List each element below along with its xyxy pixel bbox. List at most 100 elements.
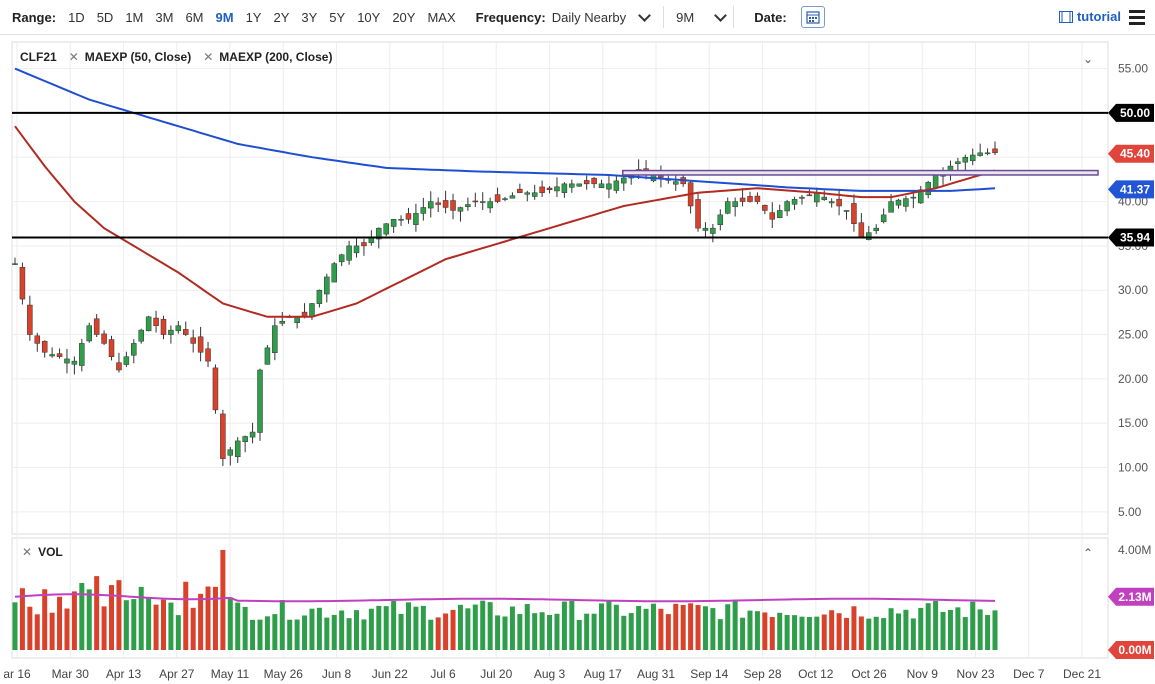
toolbar: Range: 1D 5D 1M 3M 6M 9M 1Y 2Y 3Y 5Y 10Y 20Y MAX Fre… (0, 0, 1155, 35)
x-tick-label: Nov 23 (956, 667, 994, 681)
vol-y-tick: 0.00M (1118, 643, 1151, 657)
candle-up (628, 174, 634, 179)
ma200-label: MAEXP (200, Close) (219, 50, 333, 64)
film-icon (1058, 10, 1073, 23)
range-label: Range: (12, 9, 57, 25)
range-button-20y[interactable]: 20Y (392, 9, 416, 25)
x-tick-label: May 26 (264, 667, 304, 681)
candle-down (34, 335, 41, 344)
price-tag-label: 50.00 (1120, 106, 1150, 120)
candle-up (702, 227, 709, 231)
x-tick-label: Dec 7 (1013, 667, 1045, 681)
frequency-label: Frequency: (475, 9, 546, 25)
x-tick-label: Aug 3 (534, 667, 566, 681)
volume-bar (86, 589, 92, 650)
candle-up (71, 360, 78, 365)
volume-bar (361, 619, 367, 650)
range-button-6m[interactable]: 6M (185, 9, 204, 25)
volume-bar (658, 608, 664, 650)
range-button-1m[interactable]: 1M (125, 9, 144, 25)
range-button-2y[interactable]: 2Y (273, 9, 290, 25)
candle-down (695, 199, 701, 229)
x-tick-label: Aug 31 (637, 667, 675, 681)
volume-bar (450, 609, 456, 650)
volume-bar (435, 617, 441, 650)
volume-bar (829, 610, 835, 650)
volume-bar (702, 606, 708, 650)
volume-bar (695, 605, 701, 650)
candle-down (101, 333, 107, 344)
chart-legend: CLF21 ✕ MAEXP (50, Close) ✕ MAEXP (200, Cl… (20, 50, 332, 64)
volume-bar (784, 614, 790, 650)
candle-up (12, 263, 18, 265)
remove-ma50-icon[interactable]: ✕ (68, 50, 79, 64)
volume-bar (480, 600, 486, 650)
candle-up (331, 263, 337, 283)
volume-bar (49, 612, 55, 650)
price-tag-label: 35.94 (1120, 231, 1150, 245)
volume-bar (910, 618, 916, 650)
range-button-9m[interactable]: 9M (215, 9, 234, 25)
remove-ma200-icon[interactable]: ✕ (203, 50, 214, 64)
chevron-down-icon (714, 8, 728, 22)
volume-bar (636, 605, 642, 650)
candle-up (457, 207, 464, 212)
candle-up (131, 343, 137, 356)
range-button-max[interactable]: MAX (427, 9, 456, 25)
x-tick-label: May 11 (211, 667, 250, 681)
price-tag (1108, 228, 1154, 247)
volume-tag-label: 2.13M (1118, 590, 1151, 604)
volume-bar (962, 617, 968, 650)
candle-up (977, 152, 983, 156)
volume-bar (227, 597, 233, 650)
candle-up (621, 177, 627, 184)
candle-up (650, 174, 657, 182)
volume-bar (814, 616, 820, 650)
x-tick-label: ar 16 (3, 667, 31, 681)
x-tick-label: Jul 20 (480, 667, 512, 681)
candle-up (606, 183, 612, 190)
collapse-price-icon[interactable]: ⌄ (1082, 52, 1093, 66)
candle-up (569, 183, 575, 188)
volume-bar (101, 606, 107, 650)
range-button-1d[interactable]: 1D (68, 9, 85, 25)
volume-bar (925, 603, 931, 650)
volume-bar (287, 619, 293, 650)
candle-up (257, 369, 263, 433)
candle-up (413, 213, 419, 225)
collapse-volume-icon[interactable]: ⌃ (1082, 546, 1093, 560)
volume-bar (591, 613, 597, 650)
candle-up (873, 227, 879, 231)
divider (663, 6, 665, 28)
candle-up (487, 201, 493, 209)
range-button-5d[interactable]: 5D (96, 9, 114, 25)
y-tick-label: 40.00 (1118, 195, 1148, 209)
calendar-button[interactable] (800, 6, 825, 28)
range-button-3y[interactable]: 3Y (301, 9, 318, 25)
volume-bar (650, 603, 656, 650)
remove-vol-icon[interactable]: ✕ (22, 545, 33, 559)
candle-up (509, 195, 516, 199)
resistance-zone (622, 169, 1099, 176)
candle-down (405, 213, 412, 220)
volume-bar (250, 619, 256, 650)
volume-bar (487, 602, 493, 650)
volume-bar (680, 604, 686, 650)
period-dropdown[interactable]: 9M (676, 8, 728, 25)
volume-bar (717, 619, 723, 650)
volume-bar (821, 614, 827, 650)
volume-bar (472, 604, 478, 650)
tutorial-link[interactable]: tutorial (1058, 9, 1121, 24)
vol-label: VOL (38, 545, 63, 559)
menu-icon[interactable] (1129, 10, 1145, 28)
range-button-3m[interactable]: 3M (155, 9, 174, 25)
candle-up (353, 245, 360, 254)
range-button-10y[interactable]: 10Y (357, 9, 381, 25)
frequency-dropdown[interactable]: Daily Nearby (552, 8, 652, 25)
candle-up (554, 186, 560, 192)
range-button-1y[interactable]: 1Y (245, 9, 262, 25)
volume-bar (903, 609, 909, 650)
candle-up (821, 196, 827, 200)
candle-down (197, 336, 204, 353)
range-button-5y[interactable]: 5Y (329, 9, 346, 25)
